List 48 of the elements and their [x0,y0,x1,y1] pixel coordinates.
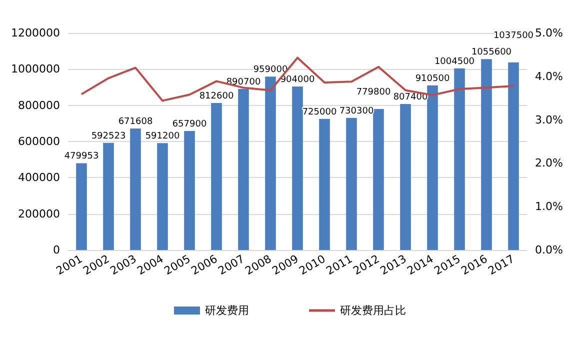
y-tick-label: 1200000 [10,26,60,40]
y-tick-label: 1000000 [10,62,60,76]
bar [508,62,519,250]
data-label: 904000 [280,75,315,86]
y-tick-label: 200000 [18,207,60,220]
bar [481,59,492,250]
bar [130,128,141,250]
data-label: 725000 [302,107,337,118]
bar [400,104,411,250]
bar [103,142,114,250]
bar [319,118,330,250]
y-tick-label: 400000 [18,171,60,184]
y2-tick-label: 5.0% [535,26,563,40]
data-label: 479953 [64,152,99,162]
y-tick-label: 800000 [18,98,60,112]
bar [211,103,222,250]
y2-tick-label: 0.0% [535,244,563,256]
bar [373,108,384,250]
data-label: 1004500 [434,56,475,67]
bar [346,118,357,250]
data-label: 910500 [415,74,450,84]
legend-label: 研发费用 [205,304,249,317]
y2-tick-label: 2.0% [535,156,563,170]
data-label: 657900 [172,120,207,130]
bar [238,88,249,250]
bar [292,86,303,250]
data-label: 1037500 [493,30,534,41]
bar [76,163,87,250]
y-tick-label: 0 [52,244,60,256]
data-label: 890700 [226,77,261,88]
bar [157,143,168,250]
data-label: 959000 [253,65,288,76]
bar [427,85,438,250]
data-label: 592523 [91,131,126,142]
data-label: 812600 [199,92,234,102]
data-label: 591200 [145,132,180,142]
data-label: 671608 [118,117,153,128]
y2-tick-label: 4.0% [535,70,563,83]
data-label: 779800 [356,87,391,98]
legend-label: 研发费用占比 [340,304,406,317]
data-label: 1055600 [471,48,512,58]
y2-tick-label: 3.0% [535,113,563,126]
bar [265,76,276,250]
line-series [80,56,514,102]
bar [454,68,465,250]
y2-tick-label: 1.0% [535,200,563,214]
y-tick-label: 600000 [18,135,60,148]
bar [184,131,195,250]
